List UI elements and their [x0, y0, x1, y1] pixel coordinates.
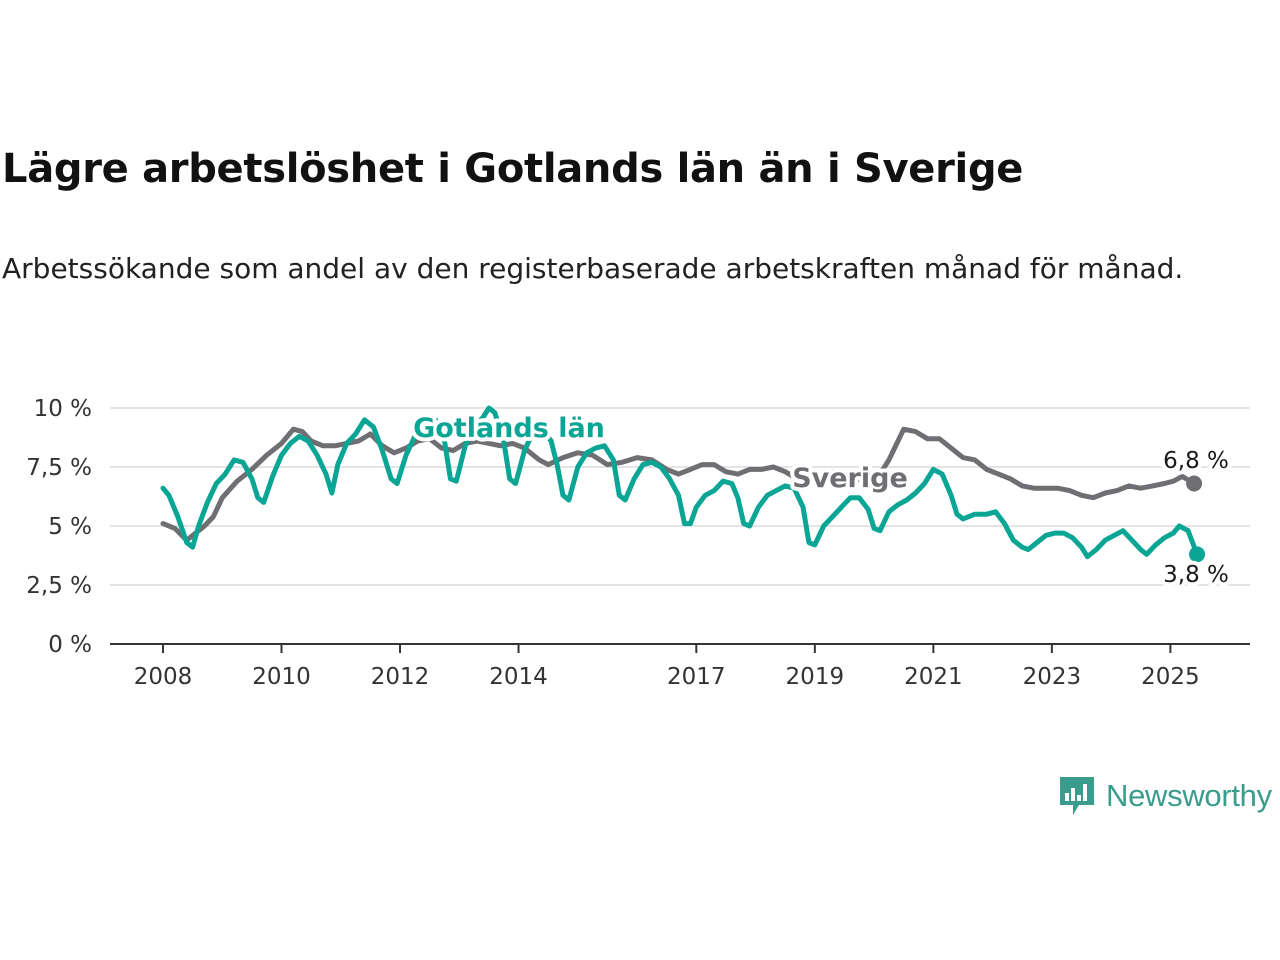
line-chart: 0 % 2,5 % 5 % 7,5 % 10 % 2008 2010 2012 2014 201…	[26, 396, 1250, 690]
series-lines	[160, 405, 1206, 563]
x-tick-label: 2008	[134, 664, 193, 690]
x-tick-label: 2014	[489, 664, 548, 690]
end-value-label-gotland: 3,8 %	[1163, 562, 1229, 588]
series-line-sverige	[160, 426, 1197, 543]
newsworthy-logo: Newsworthy	[1058, 773, 1272, 819]
grid-lines	[110, 407, 1250, 586]
series-end-point	[1189, 546, 1206, 563]
y-tick-label: 10 %	[34, 396, 92, 422]
newsworthy-logo-icon	[1060, 777, 1094, 815]
y-tick-label: 0 %	[48, 632, 92, 658]
y-tick-label: 7,5 %	[26, 455, 92, 481]
x-tick-label: 2021	[904, 664, 963, 690]
x-tick-label: 2025	[1141, 664, 1200, 690]
y-tick-label: 2,5 %	[26, 573, 92, 599]
series-line-gotland	[160, 405, 1200, 560]
x-tick-label: 2010	[252, 664, 311, 690]
y-axis-tick-labels: 0 % 2,5 % 5 % 7,5 % 10 %	[26, 396, 92, 658]
chart-subtitle: Arbetssökande som andel av den registerb…	[2, 252, 1184, 285]
series-end-point	[1186, 475, 1203, 492]
series-label-sverige: Sverige	[792, 463, 908, 494]
end-value-label-sverige: 6,8 %	[1163, 448, 1229, 474]
x-tick-label: 2017	[667, 664, 726, 690]
x-axis: 2008 2010 2012 2014 2017 2019 2021 2023 2025	[134, 644, 1200, 690]
series-label-gotland: Gotlands län	[413, 413, 605, 444]
x-tick-label: 2012	[371, 664, 430, 690]
x-tick-label: 2019	[786, 664, 845, 690]
brand-name: Newsworthy	[1106, 778, 1272, 813]
chart-title: Lägre arbetslöshet i Gotlands län än i S…	[2, 146, 1024, 192]
x-tick-label: 2023	[1023, 664, 1082, 690]
y-tick-label: 5 %	[48, 514, 92, 540]
series-labels: Gotlands län Sverige 6,8 % 3,8 %	[409, 409, 1233, 592]
